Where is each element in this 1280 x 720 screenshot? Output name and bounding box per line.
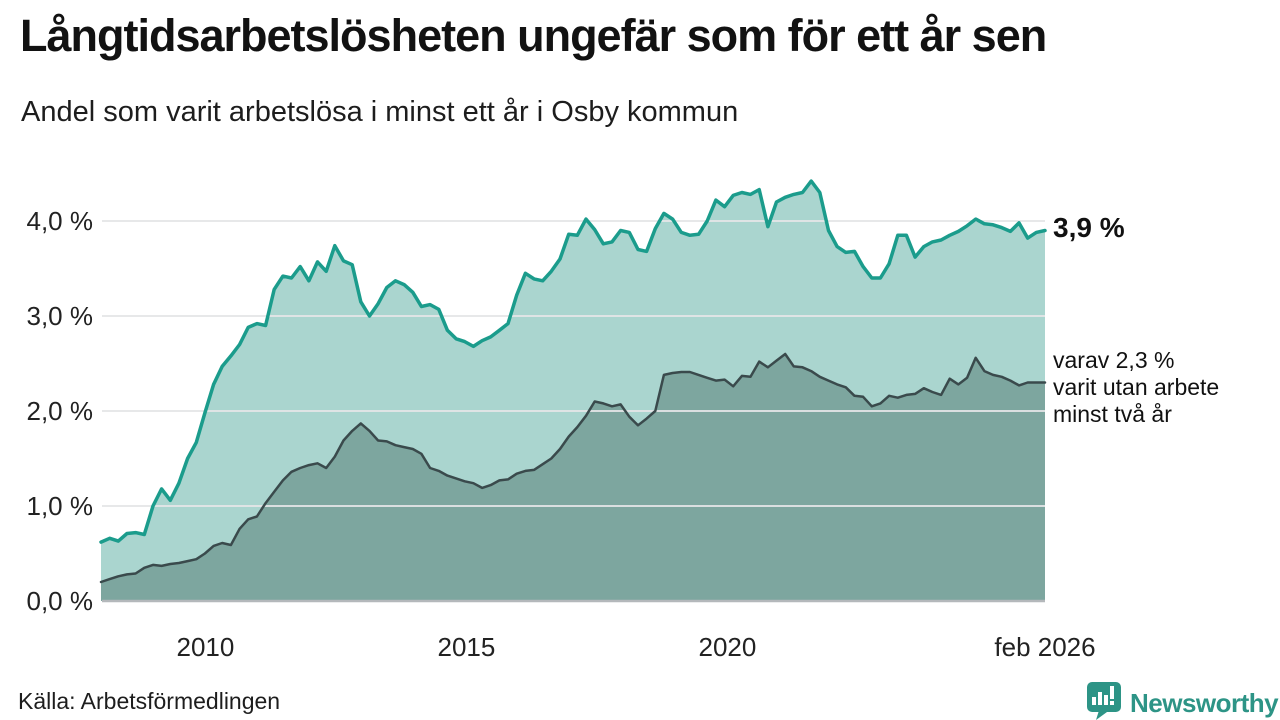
two-year-area [101, 354, 1045, 601]
two-year-annotation: varav 2,3 % varit utan arbete minst två … [1053, 347, 1219, 428]
y-tick-label: 3,0 % [26, 301, 94, 331]
annotation-line: varav 2,3 % [1053, 347, 1175, 373]
page-subtitle: Andel som varit arbetslösa i minst ett å… [21, 96, 739, 128]
x-tick-label: feb 2026 [994, 632, 1096, 662]
two-year-line [99, 352, 1047, 584]
x-tick-label: 2020 [698, 632, 757, 662]
x-tick-label: 2015 [437, 632, 496, 662]
y-tick-label: 4,0 % [26, 206, 94, 236]
latest-value-label: 3,9 % [1053, 212, 1125, 243]
page-title: Långtidsarbetslösheten ungefär som för e… [20, 10, 1047, 61]
annotation-line: varit utan arbete [1053, 374, 1220, 400]
source-note: Källa: Arbetsförmedlingen [18, 688, 281, 714]
y-tick-label: 2,0 % [26, 396, 94, 426]
total-line [99, 179, 1047, 544]
x-tick-label: 2010 [176, 632, 235, 662]
newsworthy-icon [1087, 682, 1121, 720]
brand-name: Newsworthy [1130, 687, 1279, 718]
brand-logo: Newsworthy [1083, 680, 1279, 720]
y-tick-label: 1,0 % [26, 491, 94, 521]
y-tick-label: 0,0 % [26, 586, 94, 616]
annotation-line: minst två år [1053, 401, 1172, 427]
